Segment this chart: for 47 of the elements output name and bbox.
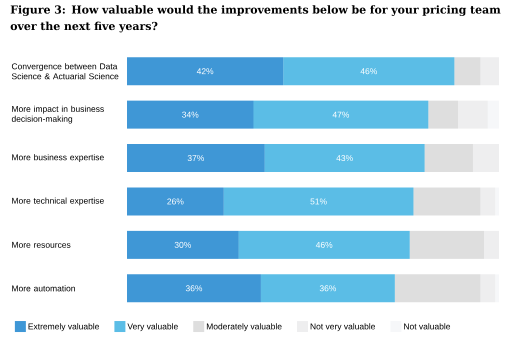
data-label: 36%	[320, 285, 336, 292]
bar	[454, 57, 480, 86]
data-label: 30%	[174, 242, 191, 248]
legend-label: Extremely valuable	[28, 323, 100, 332]
bar	[484, 230, 500, 259]
data-label: 37%	[188, 155, 204, 162]
legend-label: Not valuable	[404, 323, 450, 330]
bar	[127, 274, 261, 302]
legend-label: Moderately valuable	[206, 323, 282, 332]
legend-label: Not very valuable	[310, 323, 376, 332]
y-tick-label: More impact in business decision-making	[12, 106, 104, 124]
y-tick-label: Convergence between Data Science & Actuarial Science	[12, 63, 118, 80]
data-label: 26%	[167, 198, 184, 204]
bar	[127, 230, 239, 259]
y-tick-label: More automation	[12, 285, 75, 292]
bar	[472, 144, 500, 172]
data-label: 46%	[316, 242, 332, 248]
data-label: 43%	[336, 155, 353, 162]
chart-title: Figure 3: How valuable would the improvements below be for your pricing team over the next five years?	[10, 5, 501, 32]
bar	[394, 274, 480, 302]
bar	[480, 57, 500, 86]
bar	[127, 57, 284, 86]
y-tick-label: More technical expertise	[12, 198, 104, 206]
bar	[127, 144, 265, 172]
bar	[224, 187, 414, 216]
data-label: 36%	[186, 285, 202, 292]
bar	[127, 100, 254, 129]
data-label: 34%	[182, 112, 198, 118]
bar	[428, 100, 458, 129]
bar	[238, 230, 410, 259]
y-tick-label: More business expertise	[12, 154, 104, 162]
data-label: 42%	[196, 68, 214, 74]
data-label: 47%	[332, 112, 350, 118]
bar	[260, 274, 395, 302]
y-tick-label: More resources	[12, 242, 70, 248]
bar	[253, 100, 428, 129]
bar	[424, 144, 473, 172]
bar	[283, 57, 454, 86]
data-label: 46%	[360, 68, 377, 74]
bar	[480, 187, 496, 216]
legend-label: Very valuable	[127, 323, 178, 332]
bar	[413, 187, 480, 216]
bar	[410, 230, 484, 259]
data-label: 51%	[310, 198, 327, 204]
bar	[127, 187, 224, 216]
bar	[480, 274, 496, 302]
bar	[264, 144, 425, 172]
